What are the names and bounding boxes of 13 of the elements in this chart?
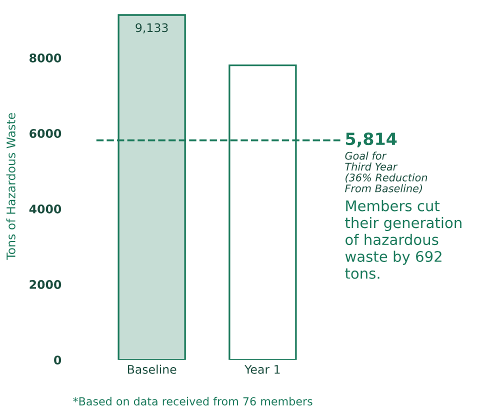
y-tick-label: 4000 [29,204,62,214]
data-label: 9,133 [136,23,168,34]
y-tick-label: 2000 [30,280,62,289]
y-tick-label: 8000 [30,54,62,62]
x-tick-label: Year 1 [244,365,280,374]
y-tick-label: 0 [54,356,62,364]
text: Members cut their generation of hazardous waste by 692 tons. [345,200,462,279]
y-tick-label: 6000 [30,129,62,138]
text: Goal for Third Year (36% Reduction From Baseline) [345,152,428,194]
x-tick-label: Baseline [128,364,176,374]
text: *Based on data received from 76 members [73,396,312,406]
ref-line-label: 5,814 [346,132,397,148]
y-axis-title: Tons of Hazardous Waste [6,113,16,260]
